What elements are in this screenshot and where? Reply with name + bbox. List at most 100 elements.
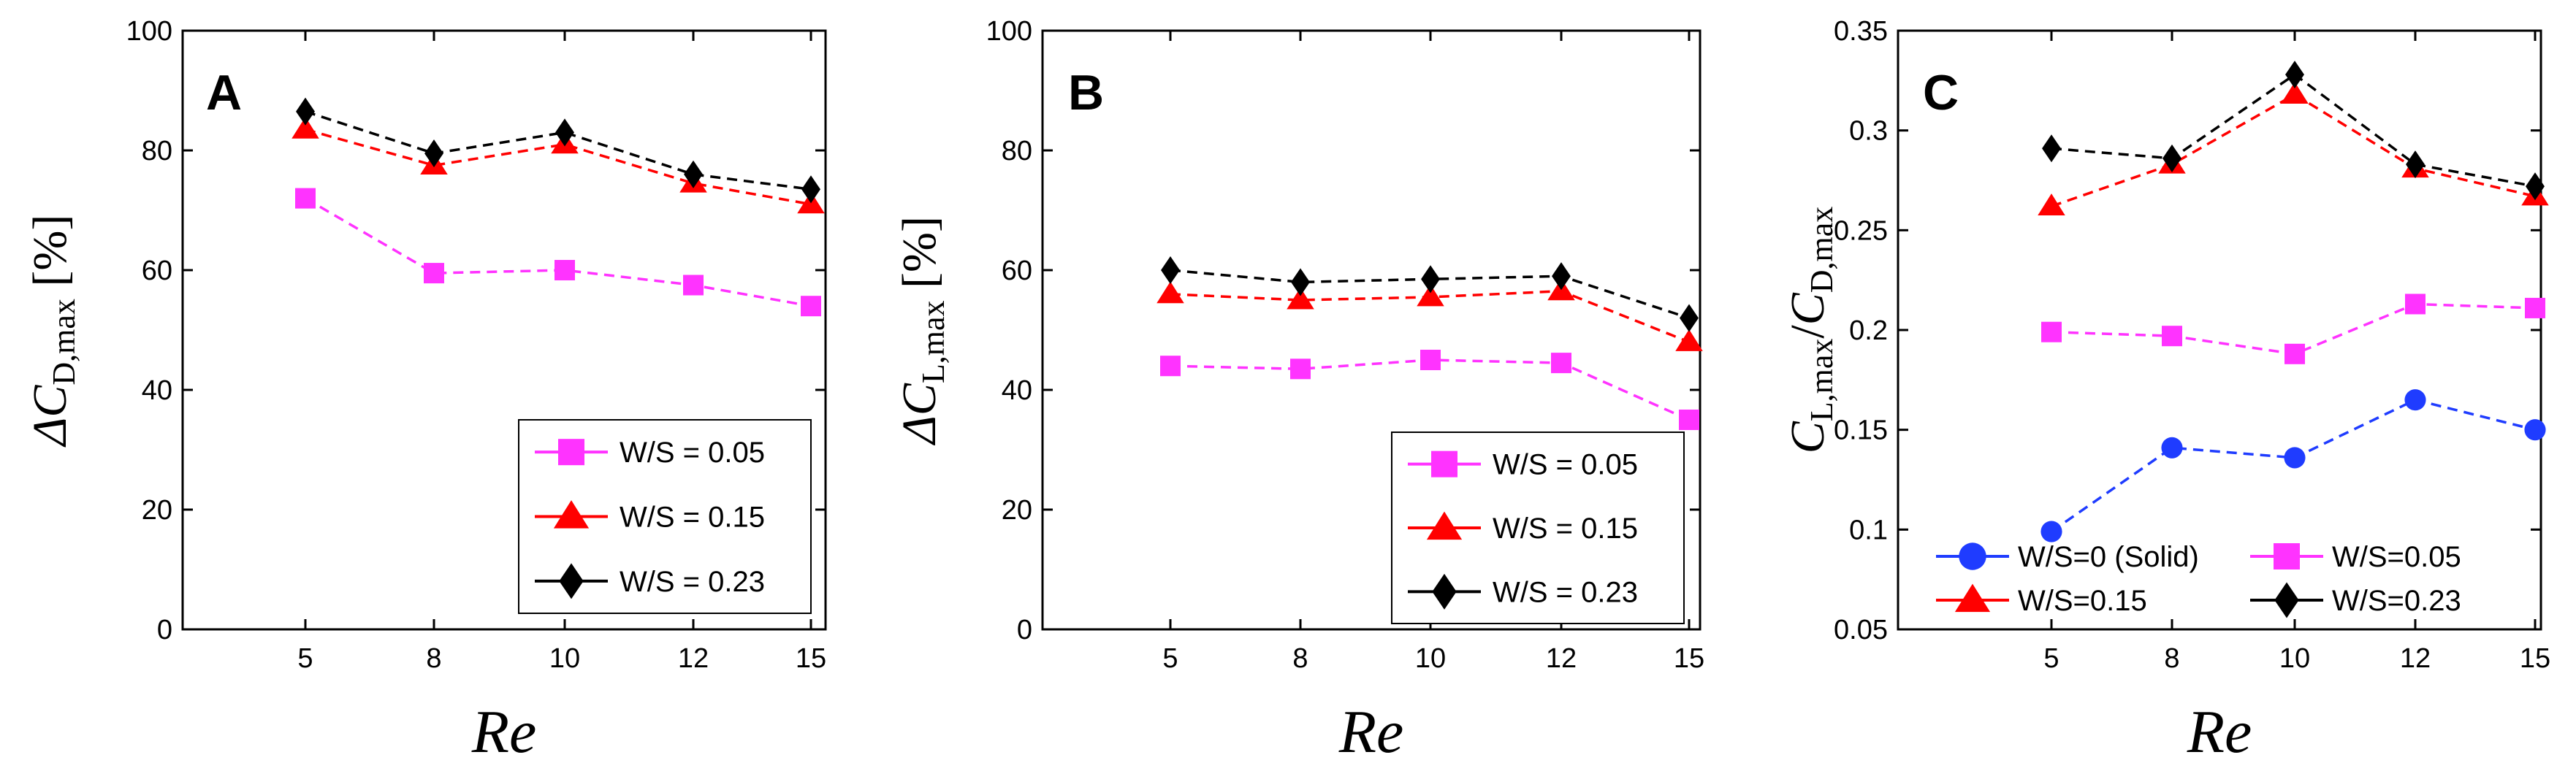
legend-a: W/S = 0.05 W/S = 0.15 W/S = 0.23 [518,419,812,614]
data-point-b-1-1 [1287,287,1314,310]
data-point-c-1-3 [2405,294,2426,315]
y-tick-label-c-0: 0.05 [1834,615,1888,645]
data-point-c-0-4 [2524,419,2546,441]
data-point-b-2-4 [1680,304,1699,332]
x-axis-label-b: Re [1338,698,1404,766]
x-tick-label-c-3: 12 [2400,643,2431,674]
data-point-a-1-0 [291,116,319,139]
x-tick-label-a-3: 12 [678,643,709,674]
data-point-b-0-1 [1290,358,1311,380]
y-tick-label-a-1: 20 [142,495,172,526]
x-tick-label-a-1: 8 [426,643,441,674]
panel-label-b: B [1068,65,1104,120]
data-point-b-2-3 [1552,262,1571,291]
y-axis-label-c-s2: D,max [1804,207,1840,294]
legend-label-b-1: W/S = 0.15 [1493,513,1638,545]
series-layer-a [291,97,825,317]
legend-marker-c-1 [2274,543,2300,569]
panel-b: B 0 20 40 60 80 100 5 8 10 12 15 Re ΔCL,max [%] W/… [893,16,1704,766]
legend-marker-a-1 [553,500,590,529]
x-axis-label-a: Re [471,698,537,766]
legend-marker-a-2 [559,563,584,599]
data-point-b-0-3 [1551,353,1571,374]
legend-marker-c-3 [2274,582,2299,618]
legend-label-a-1: W/S = 0.15 [620,502,765,534]
y-axis-label-b-main: ΔC [893,383,946,446]
y-tick-label-c-4: 0.25 [1834,215,1888,246]
x-tick-label-a-0: 5 [297,643,313,674]
y-axis-label-c-slash: / [1781,325,1834,339]
y-axis-label-c-c2: C [1781,292,1834,325]
data-point-b-0-0 [1160,356,1181,377]
y-tick-label-c-2: 0.15 [1834,415,1888,446]
x-tick-label-b-3: 12 [1546,643,1577,674]
y-axis-label-c-s1: L,max [1804,339,1840,422]
y-tick-label-c-6: 0.35 [1834,16,1888,47]
x-tick-label-a-2: 10 [549,643,580,674]
data-point-a-2-1 [424,139,443,168]
data-point-b-2-1 [1291,268,1310,296]
data-point-c-3-1 [2162,144,2181,172]
panel-label-c: C [1923,65,1959,120]
data-point-a-2-3 [684,160,703,188]
y-tick-label-b-3: 60 [1002,256,1032,286]
data-point-a-0-0 [295,188,316,209]
legend-marker-b-1 [1426,511,1463,540]
data-point-b-2-2 [1421,265,1440,294]
data-point-c-1-2 [2285,343,2305,364]
data-point-b-1-2 [1417,284,1444,307]
ticks-c: 0.05 0.1 0.15 0.2 0.25 0.3 0.35 5 8 10 12 15 [1834,16,2550,674]
y-tick-label-a-3: 60 [142,256,172,286]
y-axis-label-c-c1: C [1781,421,1834,453]
y-tick-label-c-1: 0.1 [1849,515,1888,545]
x-tick-label-c-1: 8 [2164,643,2179,674]
data-point-c-0-3 [2404,389,2426,411]
ticks-a: 0 20 40 60 80 100 5 8 10 12 15 [126,16,827,674]
x-tick-label-c-0: 5 [2043,643,2059,674]
x-tick-label-b-1: 8 [1292,643,1308,674]
y-axis-label-b-sub: L,max [915,301,951,384]
data-point-c-0-2 [2284,447,2306,469]
legend-label-b-2: W/S = 0.23 [1493,576,1638,608]
data-point-c-2-0 [2038,193,2065,216]
legend-c: W/S=0 (Solid) W/S=0.05 W/S=0.15 W/S=0.23 [1936,541,2461,618]
legend-label-c-1: W/S=0.05 [2332,541,2461,573]
y-axis-label-a: ΔCD,max [%] [23,215,82,448]
data-point-c-0-0 [2040,521,2062,542]
y-axis-label-a-main: ΔC [23,385,77,448]
data-point-a-2-0 [296,97,315,126]
data-point-b-1-0 [1156,281,1184,304]
plot-frame-c [1897,29,2542,631]
y-tick-label-b-5: 100 [986,16,1032,47]
y-tick-label-b-4: 80 [1002,136,1032,166]
legend-marker-c-0 [1959,542,1986,570]
data-point-a-0-3 [683,275,704,296]
data-point-b-2-0 [1161,256,1180,285]
x-tick-label-c-4: 15 [2520,643,2550,674]
data-point-b-0-4 [1679,410,1699,430]
series-line-a-2 [305,110,812,191]
y-tick-label-b-2: 40 [1002,375,1032,406]
data-point-b-0-2 [1420,350,1441,370]
panel-c: C 0.05 0.1 0.15 0.2 0.25 0.3 0.35 5 8 10 12 15 Re C… [1781,16,2550,766]
y-axis-label-c: CL,max/CD,max [1781,207,1840,454]
legend-label-c-3: W/S=0.23 [2332,585,2461,617]
legend-b: W/S = 0.05 W/S = 0.15 W/S = 0.23 [1391,431,1685,624]
panel-a: A 0 20 40 60 80 100 5 8 10 12 15 Re ΔCD,max [%] W/… [23,16,827,766]
data-point-c-3-4 [2526,172,2545,201]
data-point-c-1-1 [2162,326,2182,347]
y-tick-label-b-0: 0 [1017,615,1032,645]
data-point-c-1-0 [2041,321,2062,342]
y-tick-label-a-4: 80 [142,136,172,166]
data-point-a-0-1 [424,263,444,284]
y-tick-label-c-3: 0.2 [1849,315,1888,346]
data-point-c-3-3 [2406,150,2425,179]
x-tick-label-b-2: 10 [1415,643,1446,674]
legend-label-a-2: W/S = 0.23 [620,566,765,598]
series-layer-b [1156,256,1703,430]
legend-marker-b-0 [1431,450,1457,477]
data-point-b-1-4 [1675,329,1703,351]
y-axis-label-a-unit: [%] [23,215,77,299]
legend-label-a-0: W/S = 0.05 [620,437,765,469]
